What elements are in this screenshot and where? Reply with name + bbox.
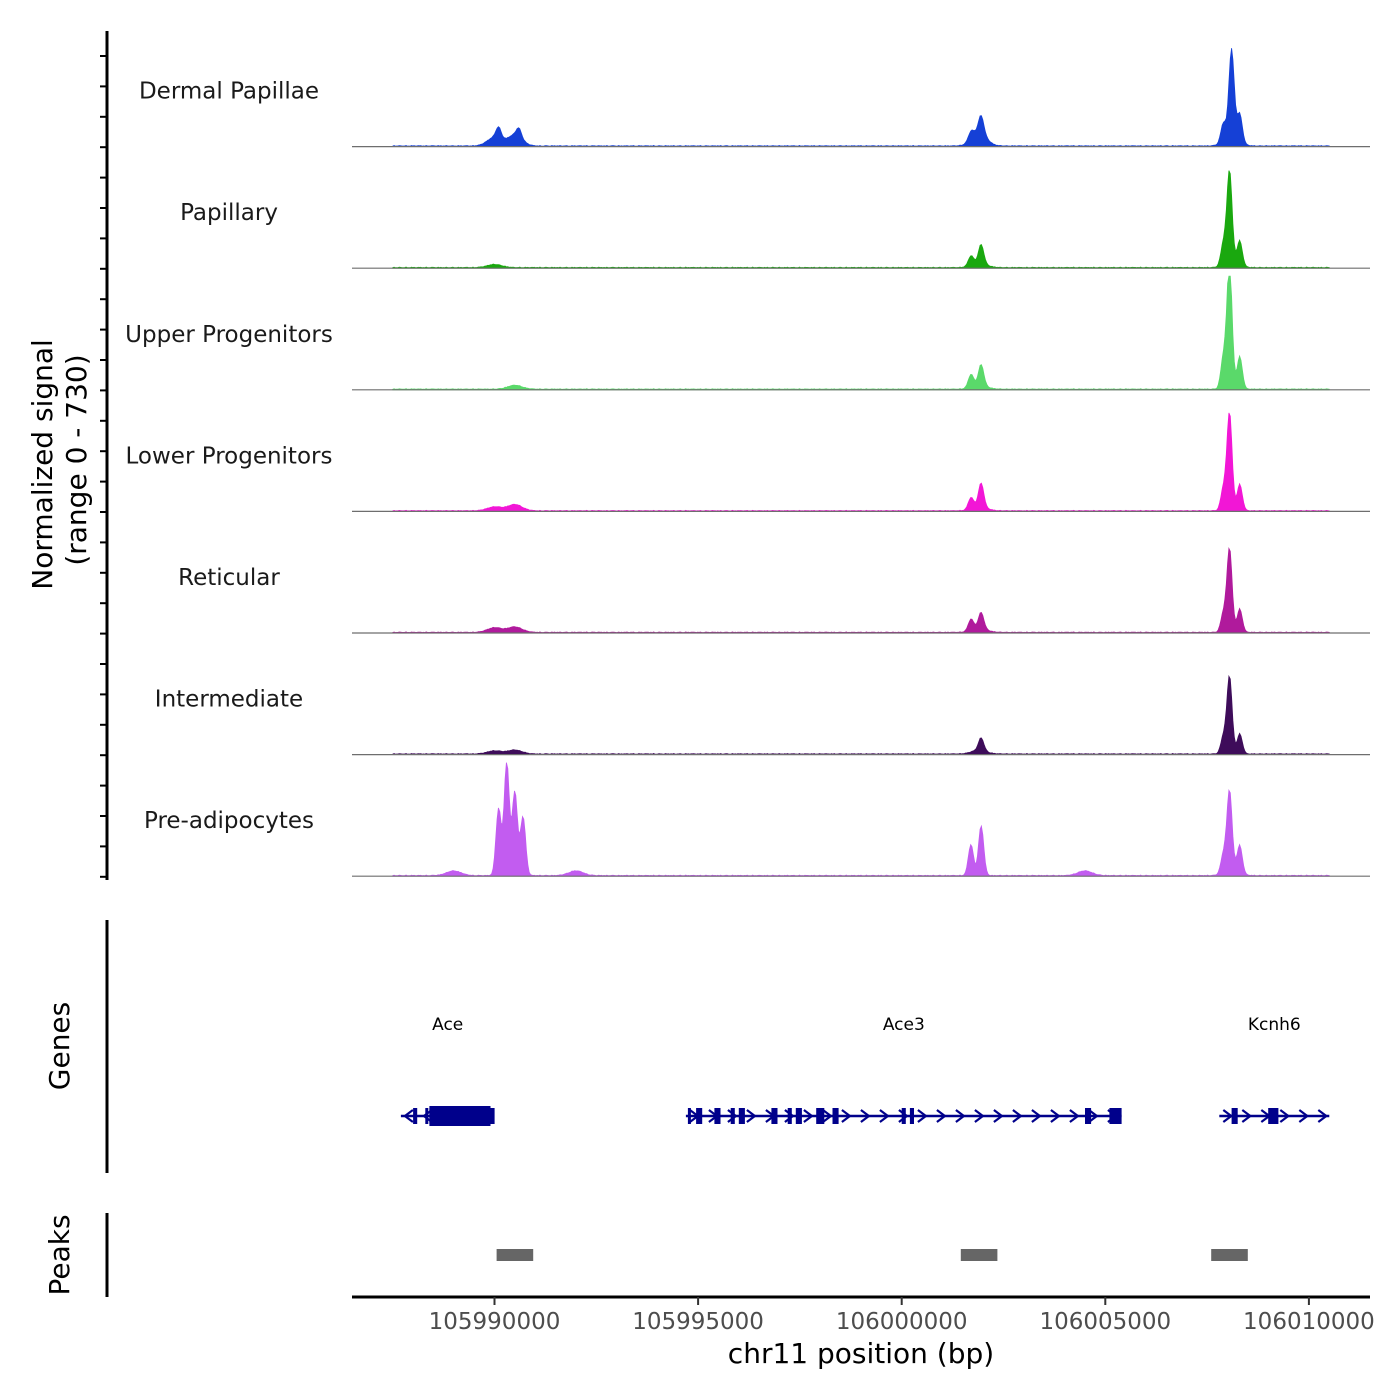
x-axis-title: chr11 position (bp) [728,1337,994,1370]
gene-coding-block [429,1106,491,1126]
peak-region [960,1249,998,1261]
x-tick-label: 106000000 [836,1309,968,1335]
gene-exon [714,1108,721,1124]
gene-strand-arrow [1298,1109,1310,1123]
gene-strand-arrow [422,1109,433,1123]
gene-track: Ace Ace3 Kcnh6 [400,1015,1330,1126]
gene-exon [787,1108,792,1124]
gene-strand-arrow [1317,1109,1329,1123]
gene-exon [909,1108,914,1124]
gene-exon [738,1108,745,1124]
gene-label: Ace [432,1015,463,1035]
gene-strand-arrow [917,1109,928,1123]
gene-strand-arrow [746,1109,757,1123]
gene-strand-arrow [1012,1109,1023,1123]
coverage-area [392,674,1330,755]
gene-strand-arrow [936,1109,947,1123]
gene-exon [425,1108,429,1124]
gene-exon [832,1108,839,1124]
y-axis-title-line1: Normalized signal [26,339,59,590]
gene-ace3: Ace3 [685,1015,1122,1124]
track-lower-progenitors: Lower Progenitors [126,412,1370,512]
coverage-area [392,547,1330,634]
y-axis-title: Normalized signal (range 0 - 730) [26,330,93,589]
peak-track [496,1249,1248,1261]
gene-exon [413,1108,418,1124]
gene-exon [696,1108,703,1124]
track-papillary: Papillary [180,170,1370,269]
gene-strand-arrow [784,1109,795,1123]
gene-strand-arrow [1050,1109,1061,1123]
gene-strand-arrow [1279,1109,1291,1123]
x-axis-ticks: 105990000 105995000 106000000 106005000 1060… [429,1297,1375,1335]
gene-exon [687,1108,691,1124]
gene-exon [730,1108,735,1124]
gene-exon [1109,1108,1122,1124]
gene-strand-arrow [898,1109,909,1123]
gene-strand-arrow [1222,1109,1234,1123]
gene-exon [1268,1108,1279,1124]
gene-strand-arrow [993,1109,1004,1123]
gene-exon [1085,1108,1092,1124]
track-intermediate: Intermediate [155,674,1370,756]
track-upper-progenitors: Upper Progenitors [125,275,1370,391]
gene-label: Ace3 [883,1015,925,1035]
track-label: Papillary [180,200,278,226]
coverage-tracks: Dermal Papillae Papillary Upper Progenitor… [125,48,1370,877]
gene-exon [901,1108,906,1124]
x-tick-label: 105990000 [429,1309,561,1335]
coverage-area [392,170,1330,269]
peak-region [1211,1249,1248,1261]
gene-strand-arrow [1241,1109,1253,1123]
peaks-panel-title: Peaks [43,1214,76,1295]
peak-region [496,1249,534,1261]
gene-exon [795,1108,802,1124]
gene-strand-arrow [974,1109,985,1123]
gene-strand-arrow [879,1109,890,1123]
gene-strand-arrow [1031,1109,1042,1123]
track-pre-adipocytes: Pre-adipocytes [144,762,1370,877]
genes-panel-title: Genes [43,1002,76,1090]
gene-strand-arrow [803,1109,814,1123]
x-tick-label: 105995000 [632,1309,764,1335]
track-label: Lower Progenitors [126,443,333,469]
gene-strand-arrow [841,1109,852,1123]
coverage-axis-ticks [100,55,107,878]
track-label: Pre-adipocytes [144,808,314,834]
track-label: Intermediate [155,687,303,713]
gene-strand-arrow [822,1109,833,1123]
gene-exon [1231,1108,1238,1124]
coverage-area [392,48,1330,147]
track-label: Reticular [178,565,280,591]
track-label: Upper Progenitors [125,322,333,348]
gene-strand-arrow [860,1109,871,1123]
track-reticular: Reticular [178,547,1370,634]
y-axis-title-line2: (range 0 - 730) [60,354,93,565]
coverage-area [392,762,1330,877]
gene-strand-arrow [955,1109,966,1123]
x-tick-label: 106010000 [1243,1309,1375,1335]
gene-strand-arrow [1088,1109,1099,1123]
coverage-area [392,412,1330,512]
gene-label: Kcnh6 [1248,1015,1301,1035]
track-label: Dermal Papillae [139,79,319,105]
gene-exon [816,1108,825,1124]
x-tick-label: 106005000 [1039,1309,1171,1335]
coverage-area [392,275,1330,391]
gene-exon [771,1108,778,1124]
track-dermal-papillae: Dermal Papillae [139,48,1370,148]
gene-strand-arrow [1069,1109,1080,1123]
gene-strand-arrow [403,1109,414,1123]
gene-kcnh6: Kcnh6 [1219,1015,1330,1124]
gene-strand-arrow [727,1109,738,1123]
gene-ace: Ace [400,1015,495,1126]
